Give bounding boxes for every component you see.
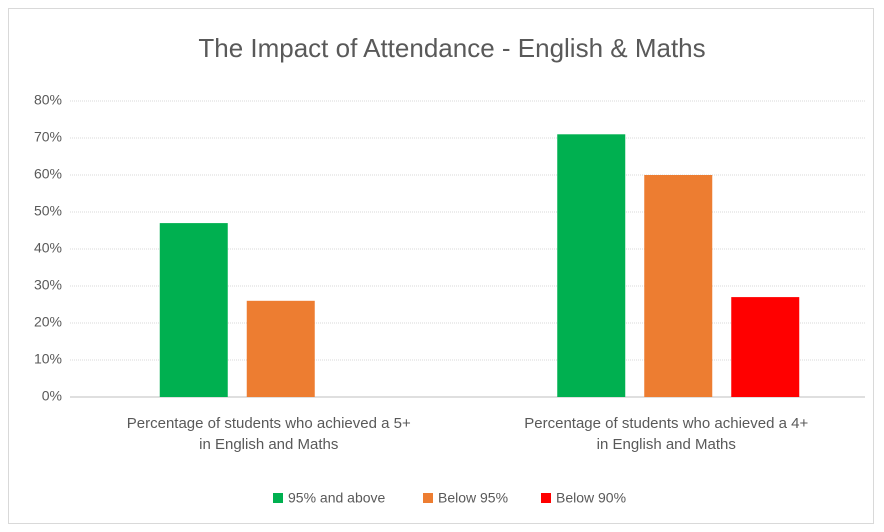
legend-swatch <box>541 493 551 503</box>
legend-swatch <box>423 493 433 503</box>
bar <box>246 300 315 397</box>
x-tick-label: Percentage of students who achieved a 4+… <box>524 415 809 453</box>
legend-label: Below 95% <box>438 490 508 506</box>
bar <box>557 134 626 398</box>
y-tick-label: 80% <box>34 92 62 108</box>
legend-label: Below 90% <box>556 490 626 506</box>
y-tick-label: 30% <box>34 277 62 293</box>
y-tick-label: 10% <box>34 351 62 367</box>
legend-label: 95% and above <box>288 490 386 506</box>
y-tick-label: 70% <box>34 129 62 145</box>
y-tick-label: 40% <box>34 240 62 256</box>
x-tick-label: Percentage of students who achieved a 5+… <box>126 415 411 453</box>
legend-swatch <box>273 493 283 503</box>
y-tick-label: 60% <box>34 166 62 182</box>
bar <box>731 297 800 397</box>
y-tick-label: 50% <box>34 203 62 219</box>
y-tick-label: 0% <box>42 388 62 404</box>
chart-title: The Impact of Attendance - English & Mat… <box>198 33 705 63</box>
bar <box>159 223 228 397</box>
chart-border <box>8 8 874 524</box>
bar <box>644 175 713 397</box>
y-tick-label: 20% <box>34 314 62 330</box>
